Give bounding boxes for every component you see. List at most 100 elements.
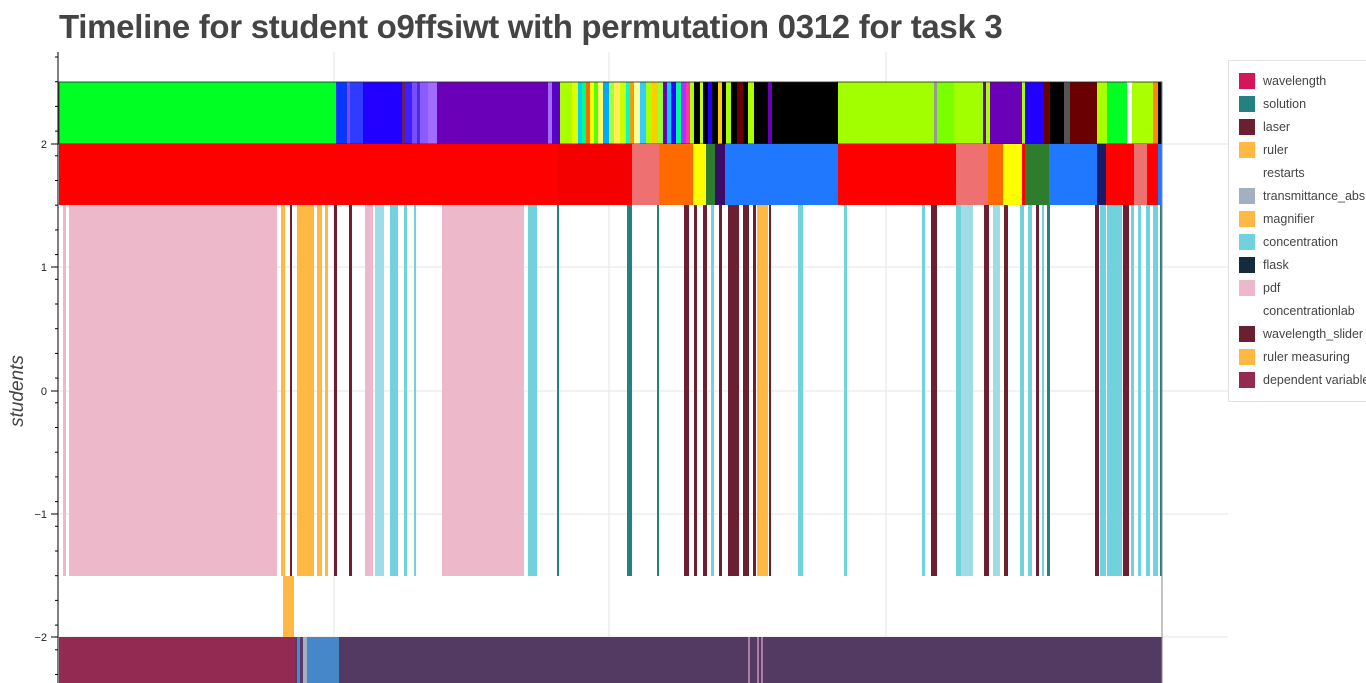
legend-item[interactable]: dependent variable: [1239, 370, 1366, 390]
legend-item[interactable]: magnifier: [1239, 209, 1314, 229]
spectrum-segment-64: [1025, 82, 1043, 144]
spectrum-segment-26: [626, 82, 630, 144]
spectrum-segment-55: [838, 82, 934, 144]
spectrum-segment-57: [937, 82, 954, 144]
legend: wavelength solution laser ruler restarts tran…: [1228, 60, 1366, 402]
event-bar-3: [290, 205, 292, 576]
spectrum-segment-31: [652, 82, 658, 144]
bottom-segment-11: [761, 637, 763, 683]
event-bar-47: [1123, 205, 1129, 576]
legend-swatch: [1239, 280, 1255, 296]
spectrum-segment-36: [676, 82, 681, 144]
event-bar-22: [703, 205, 707, 576]
spectrum-segment-29: [640, 82, 646, 144]
bottom-segment-9: [757, 637, 759, 683]
state-segment-13: [1025, 144, 1049, 205]
legend-item[interactable]: ruler: [1239, 140, 1288, 160]
bottom-segment-2: [297, 637, 300, 683]
event-bar-0: [63, 205, 66, 576]
legend-item[interactable]: pdf: [1239, 278, 1280, 298]
spectrum-segment-37: [681, 82, 686, 144]
event-bar-18: [627, 205, 632, 576]
spectrum-segment-49: [737, 82, 743, 144]
legend-label: magnifier: [1263, 212, 1315, 226]
spectrum-segment-28: [634, 82, 640, 144]
timeline-row-middle: [59, 144, 1162, 205]
timeline-row-lower: [283, 576, 294, 637]
event-bar-51: [1153, 205, 1158, 576]
event-bar-17: [557, 205, 559, 576]
state-segment-3: [659, 144, 693, 205]
event-bar-24: [719, 205, 722, 576]
legend-swatch: [1239, 188, 1255, 204]
event-bar-41: [1036, 205, 1039, 576]
chart-title: Timeline for student o9ffsiwt with permu…: [59, 8, 1003, 45]
spectrum-segment-0: [59, 82, 336, 144]
spectrum-segment-56: [934, 82, 937, 144]
spectrum-segment-74: [1158, 82, 1162, 144]
state-segment-2: [632, 144, 659, 205]
spectrum-segment-48: [731, 82, 737, 144]
legend-item[interactable]: flask: [1239, 255, 1289, 275]
event-bar-43: [1047, 205, 1050, 576]
event-bar-36: [984, 205, 989, 576]
state-segment-9: [956, 144, 988, 205]
spectrum-segment-38: [686, 82, 690, 144]
legend-item[interactable]: concentration: [1239, 232, 1338, 252]
legend-label: pdf: [1263, 281, 1281, 295]
legend-label: ruler measuring: [1263, 350, 1350, 364]
bottom-segment-5: [307, 637, 339, 683]
event-bar-52: [1160, 205, 1162, 576]
spectrum-segment-39: [690, 82, 694, 144]
legend-item[interactable]: solution: [1239, 94, 1306, 114]
event-bar-8: [334, 205, 337, 576]
spectrum-segment-34: [667, 82, 671, 144]
event-bar-44: [1095, 205, 1099, 576]
legend-swatch: [1239, 349, 1255, 365]
event-bar-9: [349, 205, 352, 576]
spectrum-segment-61: [990, 82, 1003, 144]
event-bar-39: [1020, 205, 1024, 576]
legend-label: concentration: [1263, 235, 1339, 249]
legend-item[interactable]: wavelength: [1239, 71, 1326, 91]
event-bar-4: [297, 205, 300, 576]
legend-item[interactable]: transmittance_abs: [1239, 186, 1365, 206]
y-tick-label-2: 0: [41, 386, 47, 398]
legend-item[interactable]: restarts: [1239, 163, 1305, 183]
bottom-segment-4: [303, 637, 307, 683]
event-bar-5: [300, 205, 314, 576]
legend-item[interactable]: concentrationlab: [1239, 301, 1355, 321]
state-segment-10: [988, 144, 1003, 205]
legend-label: wavelength_slider: [1263, 327, 1364, 341]
bottom-segment-1: [295, 637, 297, 683]
legend-label: dependent variable: [1263, 373, 1366, 387]
legend-item[interactable]: laser: [1239, 117, 1290, 137]
spectrum-segment-50: [743, 82, 748, 144]
bottom-segment-7: [748, 637, 750, 683]
spectrum-segment-51: [748, 82, 754, 144]
spectrum-segment-35: [671, 82, 676, 144]
event-bar-34: [956, 205, 961, 576]
legend-item[interactable]: ruler measuring: [1239, 347, 1350, 367]
y-tick-label-3: −1: [34, 509, 47, 521]
spectrum-segment-32: [658, 82, 663, 144]
state-segment-12: [1022, 144, 1025, 205]
spectrum-segment-20: [594, 82, 598, 144]
spectrum-segment-59: [983, 82, 986, 144]
legend-item[interactable]: wavelength_slider: [1239, 324, 1363, 344]
y-axis: 2 1 0 −1 −2: [34, 52, 59, 683]
state-segment-0: [59, 144, 558, 205]
event-bar-25: [728, 205, 739, 576]
event-bar-40: [1028, 205, 1032, 576]
event-bar-7: [325, 205, 328, 576]
legend-swatch: [1239, 372, 1255, 388]
spectrum-segment-10: [428, 82, 437, 144]
spectrum-segment-2: [347, 82, 350, 144]
spectrum-segment-42: [703, 82, 708, 144]
bottom-segment-0: [59, 637, 295, 683]
event-bar-33: [931, 205, 937, 576]
spectrum-segment-6: [405, 82, 412, 144]
spectrum-segment-8: [417, 82, 420, 144]
spectrum-segment-12: [548, 82, 552, 144]
event-bar-6: [317, 205, 322, 576]
